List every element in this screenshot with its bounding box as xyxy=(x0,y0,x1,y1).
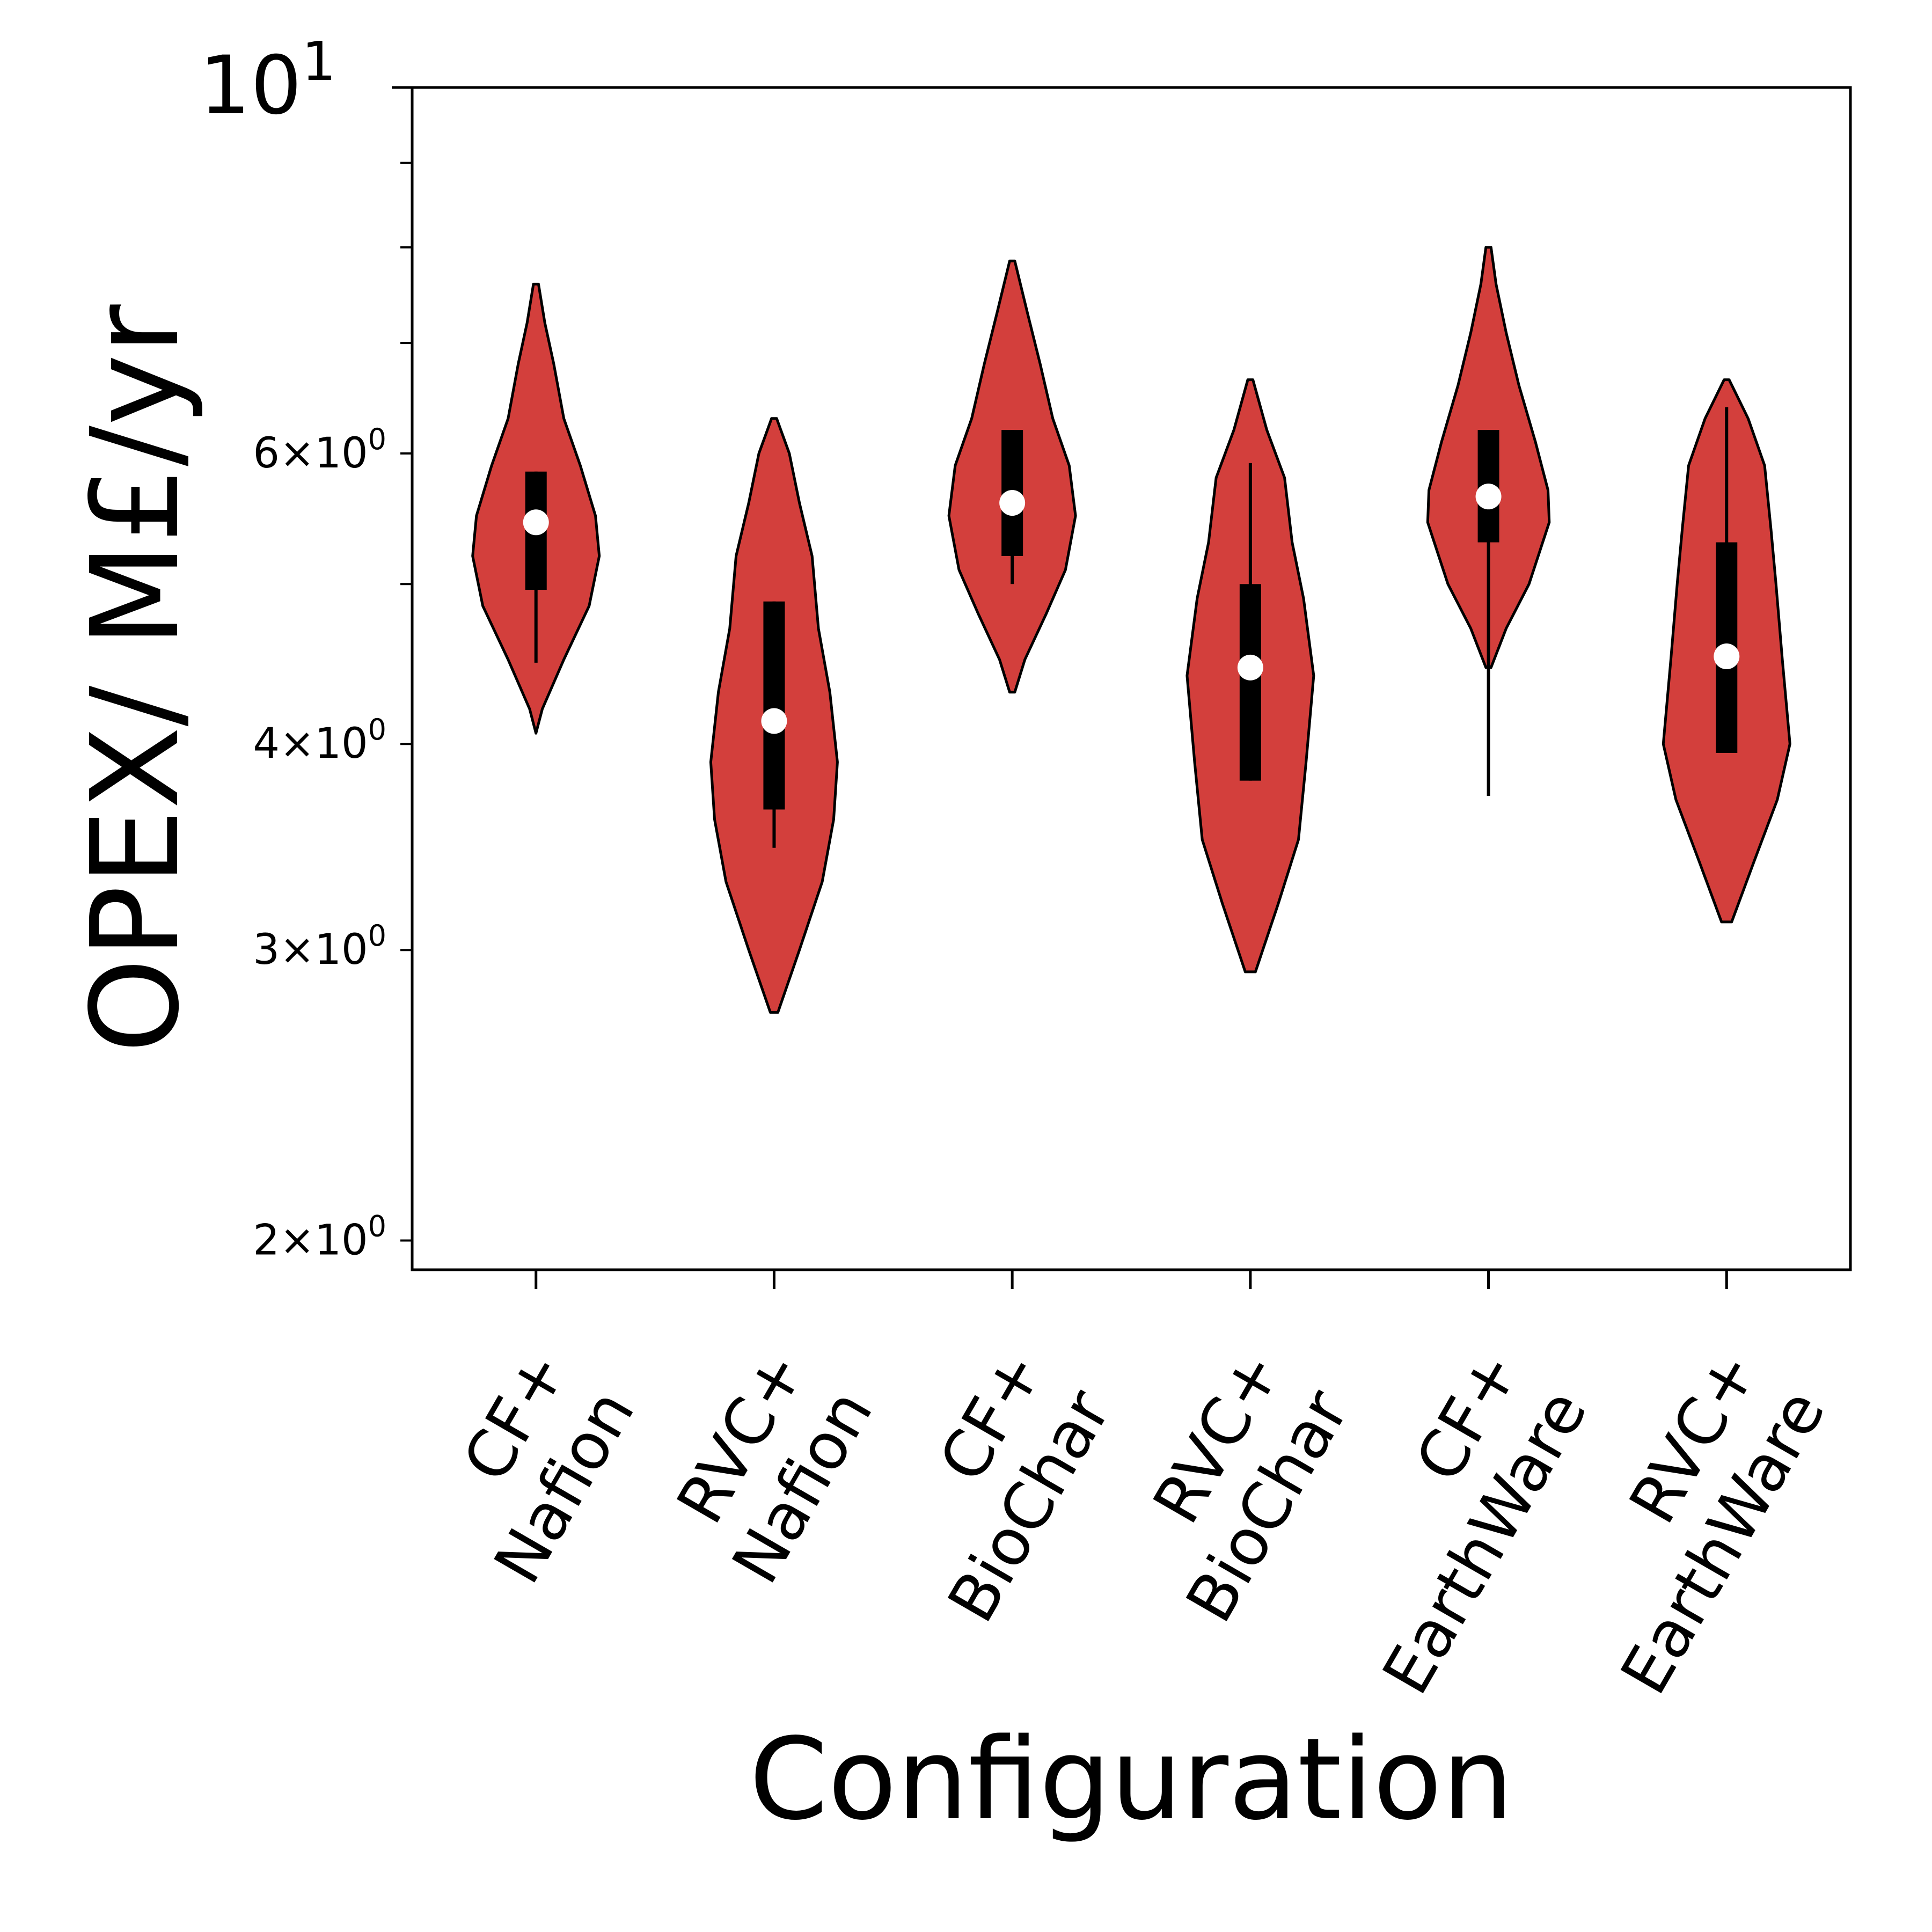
violin-layer xyxy=(471,246,1791,1014)
x-tick-label: CF+BioChar xyxy=(925,1339,1125,1635)
violin-median-dot xyxy=(1475,484,1502,510)
violin-median-dot xyxy=(523,509,549,536)
x-axis-title: Configuration xyxy=(749,1714,1513,1845)
violin-median-dot xyxy=(761,708,787,734)
y-axis-title: OPEX/ M£/yr xyxy=(65,304,206,1053)
y-tick-label: 101 xyxy=(200,30,336,133)
y-tick-label: 4×100 xyxy=(253,713,386,768)
x-tick-label: CF+Nafion xyxy=(449,1339,649,1596)
x-tick-label: RVC+EarthWare xyxy=(1607,1339,1840,1707)
violin-median-dot xyxy=(1714,643,1740,670)
y-tick-label: 3×100 xyxy=(253,919,386,974)
y-tick-label: 2×100 xyxy=(253,1210,386,1265)
plot-area-frame xyxy=(411,86,1852,1271)
y-axis: 101 6×100 4×100 3×100 2×100 xyxy=(200,30,412,1265)
x-tick-label: CF+EarthWare xyxy=(1368,1339,1601,1707)
x-tick-label: RVC+Nafion xyxy=(663,1339,888,1596)
y-tick-label: 6×100 xyxy=(253,422,386,478)
violin-median-dot xyxy=(999,490,1026,516)
violin-iqr-box xyxy=(763,601,785,810)
violin-iqr-box xyxy=(1239,584,1261,781)
violin-median-dot xyxy=(1237,654,1263,680)
x-tick-label: RVC+BioChar xyxy=(1139,1339,1364,1635)
x-axis: CF+Nafion RVC+Nafion CF+BioChar RVC+BioChar… xyxy=(449,1270,1840,1707)
